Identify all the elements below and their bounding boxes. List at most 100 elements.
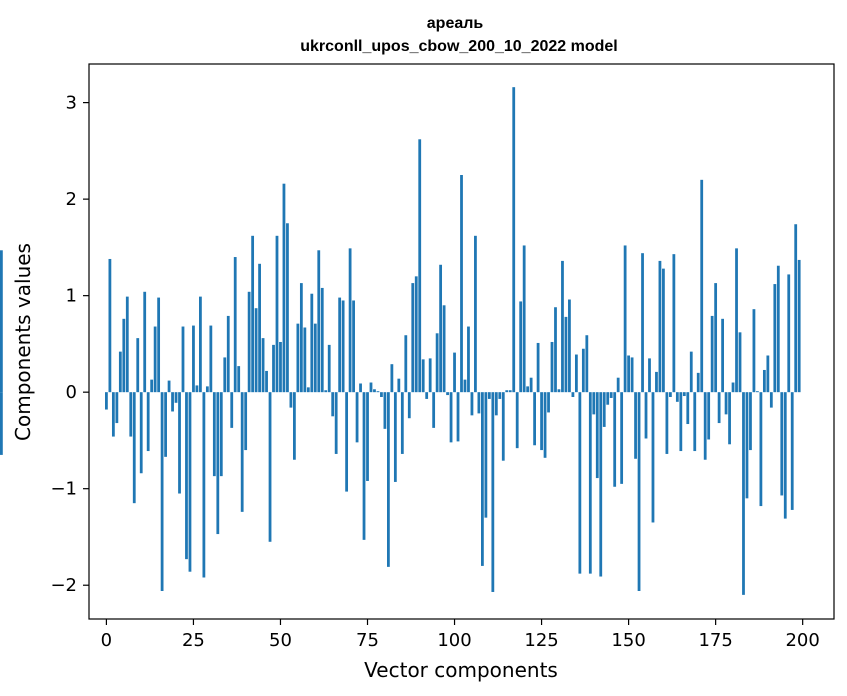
bar-138 bbox=[585, 335, 589, 393]
bar-153 bbox=[637, 392, 641, 591]
x-tick-label: 150 bbox=[611, 630, 645, 651]
y-tick-label: 1 bbox=[66, 286, 77, 307]
bar-189 bbox=[762, 369, 766, 393]
bar-107 bbox=[477, 392, 481, 414]
bar-52 bbox=[286, 223, 289, 393]
bar-79 bbox=[380, 392, 383, 397]
bar-83 bbox=[393, 392, 397, 482]
bar-200 bbox=[0, 392, 3, 455]
bar-25 bbox=[192, 325, 195, 393]
bar-14 bbox=[153, 326, 157, 393]
bar-149 bbox=[623, 245, 627, 393]
bar-119 bbox=[519, 301, 523, 393]
bar-131 bbox=[561, 260, 564, 393]
bar-166 bbox=[682, 392, 686, 397]
bar-92 bbox=[425, 392, 429, 399]
bar-129 bbox=[554, 307, 557, 393]
bar-85 bbox=[400, 392, 404, 454]
bar-88 bbox=[411, 283, 415, 393]
bar-173 bbox=[707, 392, 711, 440]
bar-168 bbox=[689, 351, 693, 393]
bar-185 bbox=[749, 392, 752, 451]
bar-87 bbox=[407, 392, 411, 419]
bar-133 bbox=[568, 299, 571, 393]
y-tick-label: −1 bbox=[50, 479, 77, 500]
bar-56 bbox=[299, 283, 303, 393]
bar-150 bbox=[627, 355, 630, 393]
bar-188 bbox=[759, 392, 763, 507]
bar-155 bbox=[644, 392, 648, 439]
bar-151 bbox=[630, 357, 634, 393]
bar-80 bbox=[383, 392, 387, 429]
bar-75 bbox=[366, 392, 369, 481]
x-tick-label: 125 bbox=[524, 630, 558, 651]
bar-176 bbox=[717, 392, 721, 424]
bar-57 bbox=[303, 327, 307, 393]
bar-136 bbox=[578, 392, 582, 574]
bar-63 bbox=[324, 390, 328, 393]
bar-12 bbox=[146, 392, 150, 452]
x-tick-label: 100 bbox=[437, 630, 471, 651]
x-tick-label: 50 bbox=[269, 630, 292, 651]
bar-22 bbox=[181, 326, 185, 393]
bar-172 bbox=[703, 392, 707, 460]
bar-13 bbox=[150, 379, 154, 393]
bar-8 bbox=[132, 392, 136, 504]
bar-165 bbox=[679, 392, 683, 452]
bar-197 bbox=[790, 392, 794, 510]
bar-183 bbox=[742, 392, 745, 595]
bar-95 bbox=[435, 333, 439, 393]
x-tick-label: 175 bbox=[698, 630, 732, 651]
bar-180 bbox=[731, 382, 735, 393]
bar-90 bbox=[418, 139, 422, 393]
bar-116 bbox=[508, 390, 512, 393]
bar-24 bbox=[188, 392, 192, 572]
bar-118 bbox=[515, 392, 519, 449]
x-tick-label: 200 bbox=[785, 630, 819, 651]
bar-21 bbox=[178, 392, 181, 494]
bar-102 bbox=[460, 175, 463, 393]
bar-93 bbox=[428, 358, 432, 393]
bar-124 bbox=[536, 342, 540, 393]
bar-140 bbox=[592, 392, 596, 415]
bar-9 bbox=[136, 338, 140, 393]
bar-29 bbox=[205, 386, 209, 393]
bar-144 bbox=[606, 392, 610, 405]
bar-30 bbox=[209, 325, 213, 393]
plot-frame bbox=[88, 63, 835, 620]
bar-86 bbox=[404, 335, 408, 393]
bar-97 bbox=[442, 305, 446, 393]
bar-105 bbox=[470, 392, 474, 416]
bar-174 bbox=[710, 315, 714, 393]
bar-121 bbox=[526, 386, 530, 393]
bar-81 bbox=[387, 392, 390, 567]
bar-40 bbox=[244, 392, 248, 451]
bar-113 bbox=[498, 392, 502, 399]
bar-159 bbox=[658, 260, 662, 393]
bar-58 bbox=[306, 387, 310, 393]
bar-94 bbox=[432, 392, 436, 428]
bar-171 bbox=[700, 179, 704, 393]
bar-23 bbox=[185, 392, 188, 560]
x-tick-label: 75 bbox=[356, 630, 379, 651]
bar-62 bbox=[320, 287, 324, 393]
bar-137 bbox=[581, 348, 585, 393]
chart-title: ареаль bbox=[427, 15, 484, 32]
bar-99 bbox=[449, 392, 453, 443]
bar-146 bbox=[613, 392, 617, 487]
bar-120 bbox=[522, 245, 526, 393]
bar-132 bbox=[564, 316, 568, 393]
bar-37 bbox=[233, 257, 237, 393]
bar-192 bbox=[773, 284, 777, 393]
bar-47 bbox=[268, 392, 272, 542]
bar-145 bbox=[609, 392, 613, 398]
bar-163 bbox=[672, 254, 676, 393]
bar-7 bbox=[129, 392, 133, 437]
bar-184 bbox=[745, 392, 749, 499]
bar-106 bbox=[474, 235, 477, 393]
chart-subtitle: ukrconll_upos_cbow_200_10_2022 model bbox=[300, 38, 617, 55]
bar-160 bbox=[662, 268, 665, 393]
bar-17 bbox=[164, 392, 167, 457]
y-tick-label: 2 bbox=[66, 189, 77, 210]
